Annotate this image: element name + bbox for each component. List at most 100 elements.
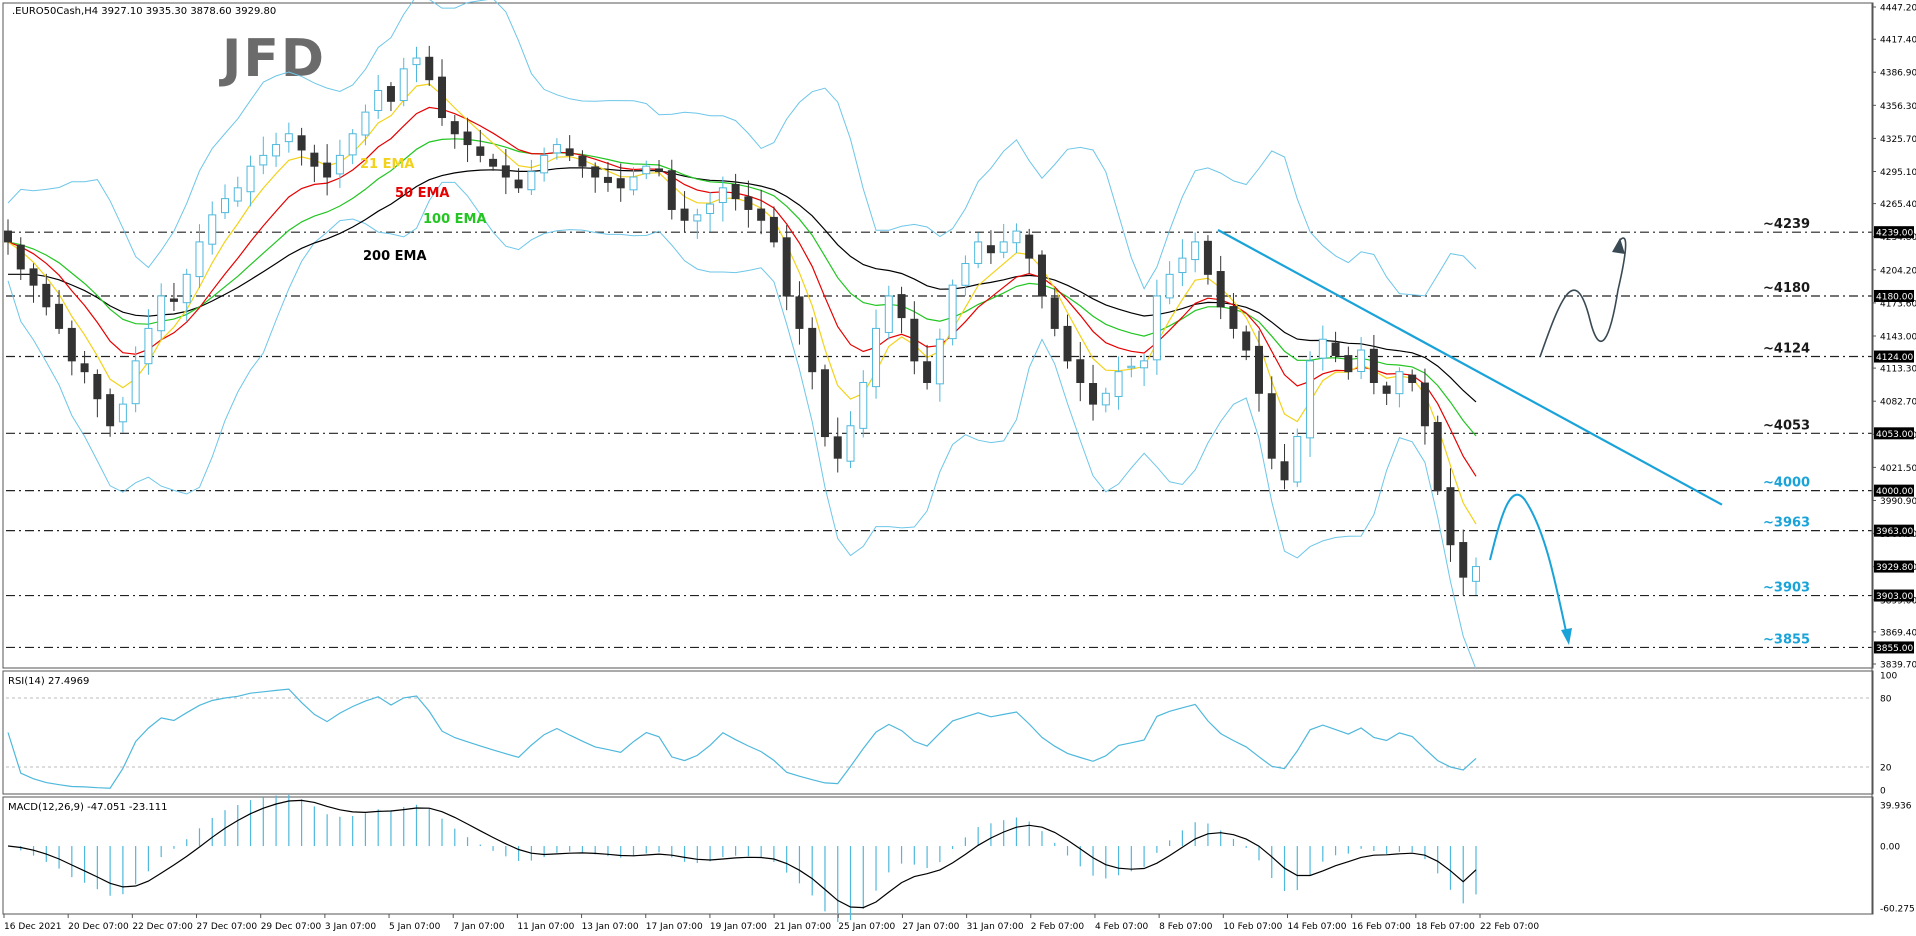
candle-body — [935, 338, 944, 385]
candle-body — [1191, 241, 1200, 261]
symbol-info: .EURO50Cash,H4 3927.10 3935.30 3878.60 3… — [12, 6, 276, 17]
time-tick-label: 8 Feb 07:00 — [1159, 922, 1213, 932]
candle-body — [872, 327, 881, 388]
price-tick-label: 4204.20 — [1880, 266, 1916, 276]
candle-body — [1433, 422, 1442, 492]
price-box — [1874, 289, 1914, 302]
price-box-label: 4053.00 — [1876, 430, 1913, 440]
price-tick-label: 4021.50 — [1880, 464, 1916, 474]
candle-body — [1012, 230, 1021, 244]
time-tick-label: 4 Feb 07:00 — [1095, 922, 1149, 932]
candle-body — [399, 68, 408, 102]
price-tick-label: 3869.40 — [1880, 628, 1916, 638]
candle-body — [323, 162, 332, 178]
candle-body — [540, 154, 549, 174]
bullish-projection-arrow — [1539, 237, 1627, 358]
candle-body — [718, 187, 727, 204]
time-tick-label: 19 Jan 07:00 — [710, 922, 767, 932]
candle-body — [782, 237, 791, 297]
candle-body — [820, 369, 829, 438]
price-box — [1874, 589, 1914, 602]
time-tick-label: 3 Jan 07:00 — [325, 922, 377, 932]
candle-body — [1446, 487, 1455, 546]
candle-body — [1037, 254, 1046, 297]
time-tick-label: 17 Jan 07:00 — [646, 922, 703, 932]
price-tick-label: 3839.70 — [1880, 661, 1916, 671]
candle-body — [118, 403, 127, 423]
macd-tick-label: -60.275 — [1880, 905, 1915, 915]
candle-body — [846, 425, 855, 462]
candle-body — [182, 273, 191, 304]
price-box-label: 4000.00 — [1876, 487, 1913, 497]
candle-body — [1306, 360, 1315, 439]
time-tick-label: 29 Dec 07:00 — [261, 922, 322, 932]
candle-body — [310, 152, 319, 167]
candle-body — [284, 133, 293, 143]
price-tick-label: 4173.60 — [1880, 299, 1916, 309]
price-box-label: 3963.00 — [1876, 527, 1913, 537]
ema-label: 21 EMA — [360, 157, 415, 172]
price-box-label: 4239.00 — [1876, 229, 1913, 239]
candle-body — [1127, 365, 1136, 369]
level-label: ~4053 — [1763, 418, 1810, 433]
rsi-tick-label: 80 — [1880, 695, 1892, 705]
candle-body — [131, 360, 140, 405]
candle-body — [884, 295, 893, 333]
ema-label: 100 EMA — [423, 212, 487, 227]
candle-body — [923, 361, 932, 383]
time-tick-label: 16 Feb 07:00 — [1352, 922, 1411, 932]
candle-body — [808, 327, 817, 373]
candle-body — [1101, 392, 1110, 406]
candle-body — [221, 198, 230, 214]
candle-body — [259, 154, 268, 166]
candle-body — [655, 168, 664, 173]
candle-body — [450, 121, 459, 135]
candle-body — [1395, 371, 1404, 395]
candle-body — [1344, 355, 1353, 373]
candle-body — [1459, 542, 1468, 578]
rsi-tick-label: 0 — [1880, 787, 1886, 797]
candle-body — [169, 298, 178, 302]
candlesticks — [4, 45, 1480, 596]
candle-body — [1076, 359, 1085, 383]
candle-body — [603, 176, 612, 183]
ema-21-line — [7, 83, 1477, 525]
price-tick-label: 4417.40 — [1880, 36, 1916, 46]
level-label: ~4180 — [1763, 281, 1810, 296]
ema-label: 200 EMA — [363, 249, 427, 264]
macd-tick-label: 0.00 — [1880, 843, 1900, 853]
time-tick-label: 7 Jan 07:00 — [453, 922, 505, 932]
rsi-tick-label: 20 — [1880, 764, 1892, 774]
candle-body — [55, 303, 64, 329]
macd-signal-line — [7, 799, 1477, 909]
arrow-head-up — [1612, 238, 1625, 254]
candle-body — [578, 155, 587, 167]
candle-body — [642, 165, 651, 175]
candle-body — [412, 57, 421, 66]
time-tick-label: 16 Dec 2021 — [4, 922, 62, 932]
time-tick-label: 27 Dec 07:00 — [197, 922, 258, 932]
level-label: ~3855 — [1763, 632, 1810, 647]
candle-body — [67, 327, 76, 362]
candle-body — [386, 86, 395, 102]
candle-body — [527, 171, 536, 191]
macd-panel: 39.936 0.00 -60.275 — [7, 794, 1915, 923]
candle-body — [795, 296, 804, 329]
ema-labels: 21 EMA 50 EMA 100 EMA 200 EMA — [360, 157, 487, 264]
candle-body — [1178, 257, 1187, 274]
candle-body — [348, 133, 357, 156]
time-tick-label: 11 Jan 07:00 — [517, 922, 574, 932]
candle-body — [233, 187, 242, 202]
price-box — [1874, 524, 1914, 537]
candle-body — [859, 381, 868, 429]
candle-body — [1420, 382, 1429, 427]
time-tick-label: 18 Feb 07:00 — [1416, 922, 1475, 932]
price-tick-label: 4143.00 — [1880, 332, 1916, 342]
candle-body — [93, 373, 102, 400]
candle-body — [195, 241, 204, 278]
macd-tick-label: 39.936 — [1880, 802, 1912, 812]
candle-body — [16, 244, 25, 270]
price-box — [1874, 350, 1914, 363]
candle-body — [297, 135, 306, 151]
